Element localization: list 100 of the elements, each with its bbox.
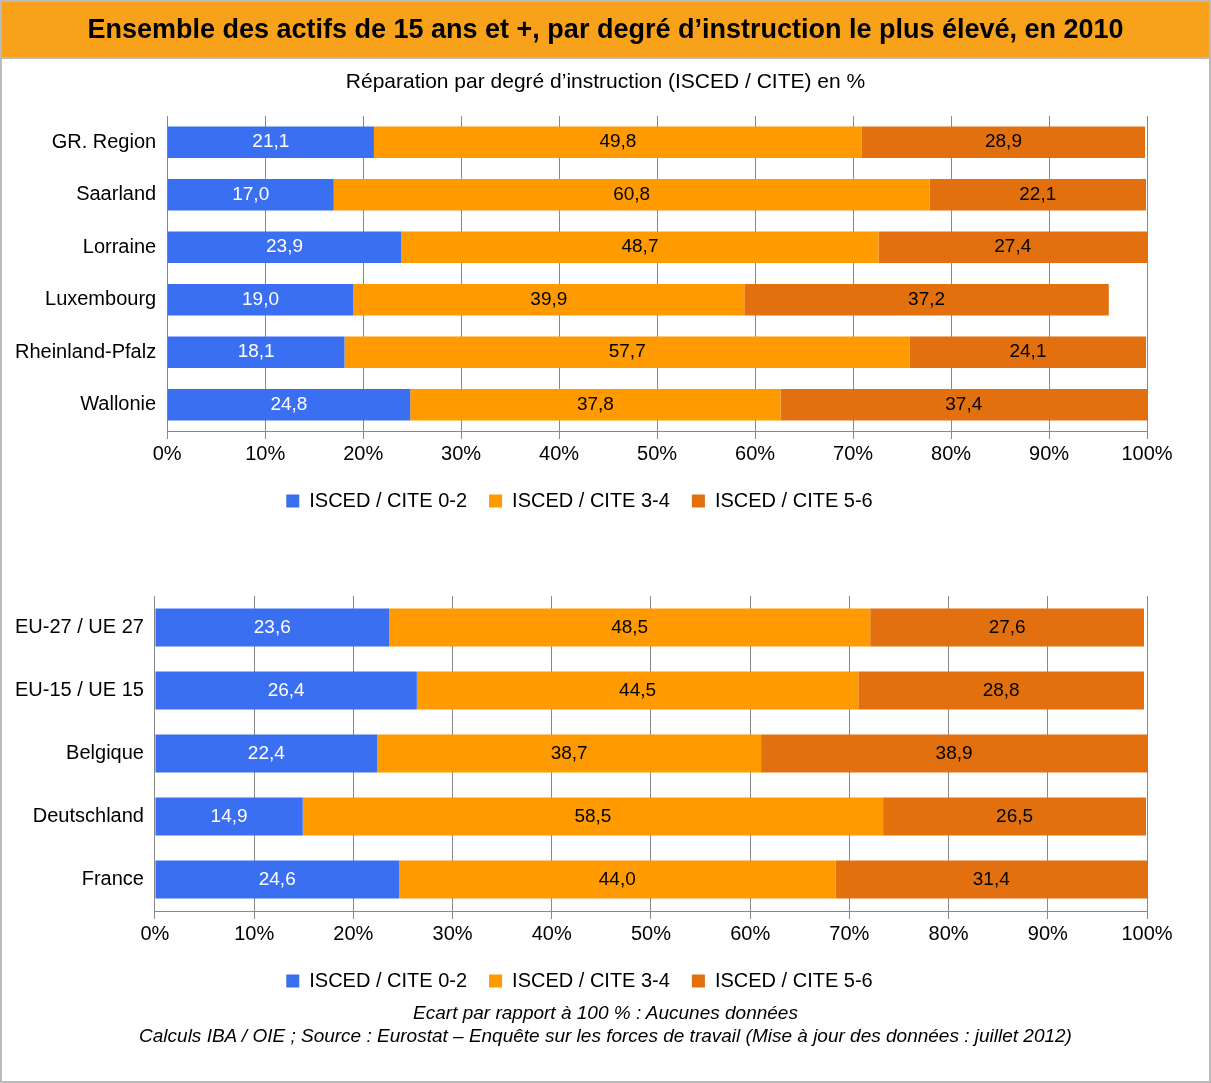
y-tick-label: GR. Region [51,129,157,152]
legend-label: ISCED / CITE 5-6 [714,488,873,511]
data-label: 27,6 [988,615,1026,637]
data-label: 22,4 [247,741,286,763]
x-tick-label: 50% [637,441,678,464]
x-tick-label: 0% [140,921,170,944]
legend-label: ISCED / CITE 3-4 [512,968,670,991]
bar [344,336,910,368]
legend-label: ISCED / CITE 0-2 [309,488,468,511]
x-tick-label: 70% [829,921,870,944]
x-tick-label: 100% [1121,441,1173,464]
data-label: 39,9 [530,287,568,309]
bar [353,284,745,316]
data-label: 19,0 [242,287,280,309]
data-label: 24,1 [1009,340,1047,362]
data-label: 37,8 [576,392,614,414]
data-label: 49,8 [599,130,637,152]
y-tick-label: EU-15 / UE 15 [14,678,144,701]
data-label: 48,7 [621,235,659,257]
bar [302,797,884,836]
x-tick-label: 60% [735,441,776,464]
data-label: 60,8 [613,182,651,204]
bar [333,179,930,211]
y-tick-label: Rheinland-Pfalz [14,339,157,362]
bar [389,608,871,647]
x-tick-label: 50% [630,921,672,944]
data-label: 44,0 [598,867,636,889]
bar [835,860,1147,899]
data-label: 37,2 [908,287,946,309]
text: Ecart par rapport à 100 % : Aucunes données [412,1001,799,1024]
bar [167,179,334,211]
bar [870,608,1145,647]
x-tick-label: 90% [1029,441,1070,464]
data-label: 14,9 [210,804,248,826]
data-label: 38,7 [550,741,588,763]
y-tick-label: Luxembourg [45,287,157,310]
y-tick-label: France [81,867,144,890]
bar [416,671,859,710]
data-label: 26,5 [996,804,1034,826]
x-tick-label: 20% [333,921,374,944]
bar [398,860,836,899]
data-label: 21,1 [252,130,290,152]
x-tick-label: 30% [432,921,473,944]
data-label: 28,8 [982,678,1020,700]
legend-label: ISCED / CITE 3-4 [512,488,670,511]
bar [167,284,354,316]
bar [167,336,345,368]
bar [155,860,399,899]
bar [744,284,1109,316]
bar [929,179,1147,211]
x-tick-label: 40% [539,441,580,464]
x-tick-label: 80% [931,441,972,464]
bar [883,797,1147,836]
x-tick-label: 80% [928,921,969,944]
data-label: 24,6 [258,867,296,889]
data-label: 23,6 [253,615,291,637]
x-tick-label: 0% [152,441,182,464]
bar [878,231,1147,263]
x-tick-label: 90% [1027,921,1069,944]
data-label: 18,1 [237,340,275,362]
legend-label: ISCED / CITE 5-6 [714,968,873,991]
data-label: 28,9 [984,130,1022,152]
legend-label: ISCED / CITE 0-2 [309,968,468,991]
x-tick-label: 70% [833,441,874,464]
bar [858,671,1145,710]
data-label: 23,9 [266,235,304,257]
y-tick-label: Saarland [76,182,157,205]
bar [167,231,402,263]
data-label: 37,4 [945,392,983,414]
data-label: 22,1 [1019,182,1057,204]
data-label: 38,9 [935,741,973,763]
bar [780,389,1147,421]
y-tick-label: Wallonie [80,392,157,415]
y-tick-label: Deutschland [32,804,144,827]
bar [155,608,390,647]
data-label: 26,4 [267,678,306,700]
data-label: 17,0 [232,182,270,204]
bar [155,671,417,710]
x-tick-label: 10% [245,441,286,464]
chart-title: Ensemble des actifs de 15 ans et +, par degré d’instruction le plus élevé, en 2010 [2,2,1209,59]
data-label: 44,5 [619,678,657,700]
bar [155,734,378,773]
bar [861,126,1146,158]
x-tick-label: 10% [234,921,275,944]
x-tick-label: 20% [343,441,384,464]
bar [167,389,411,421]
x-tick-label: 40% [531,921,572,944]
chart-subtitle: Réparation par degré d’instruction (ISCED / CITE) en % [344,68,867,94]
data-label: 31,4 [972,867,1011,889]
y-tick-label: Lorraine [82,234,157,257]
data-label: 58,5 [574,804,612,826]
data-label: 24,8 [270,392,308,414]
bar [909,336,1147,368]
bar [373,126,862,158]
bar [410,389,781,421]
y-tick-label: EU-27 / UE 27 [14,615,144,638]
bar [155,797,303,836]
x-tick-label: 60% [730,921,771,944]
data-label: 48,5 [611,615,649,637]
data-label: 57,7 [608,340,646,362]
